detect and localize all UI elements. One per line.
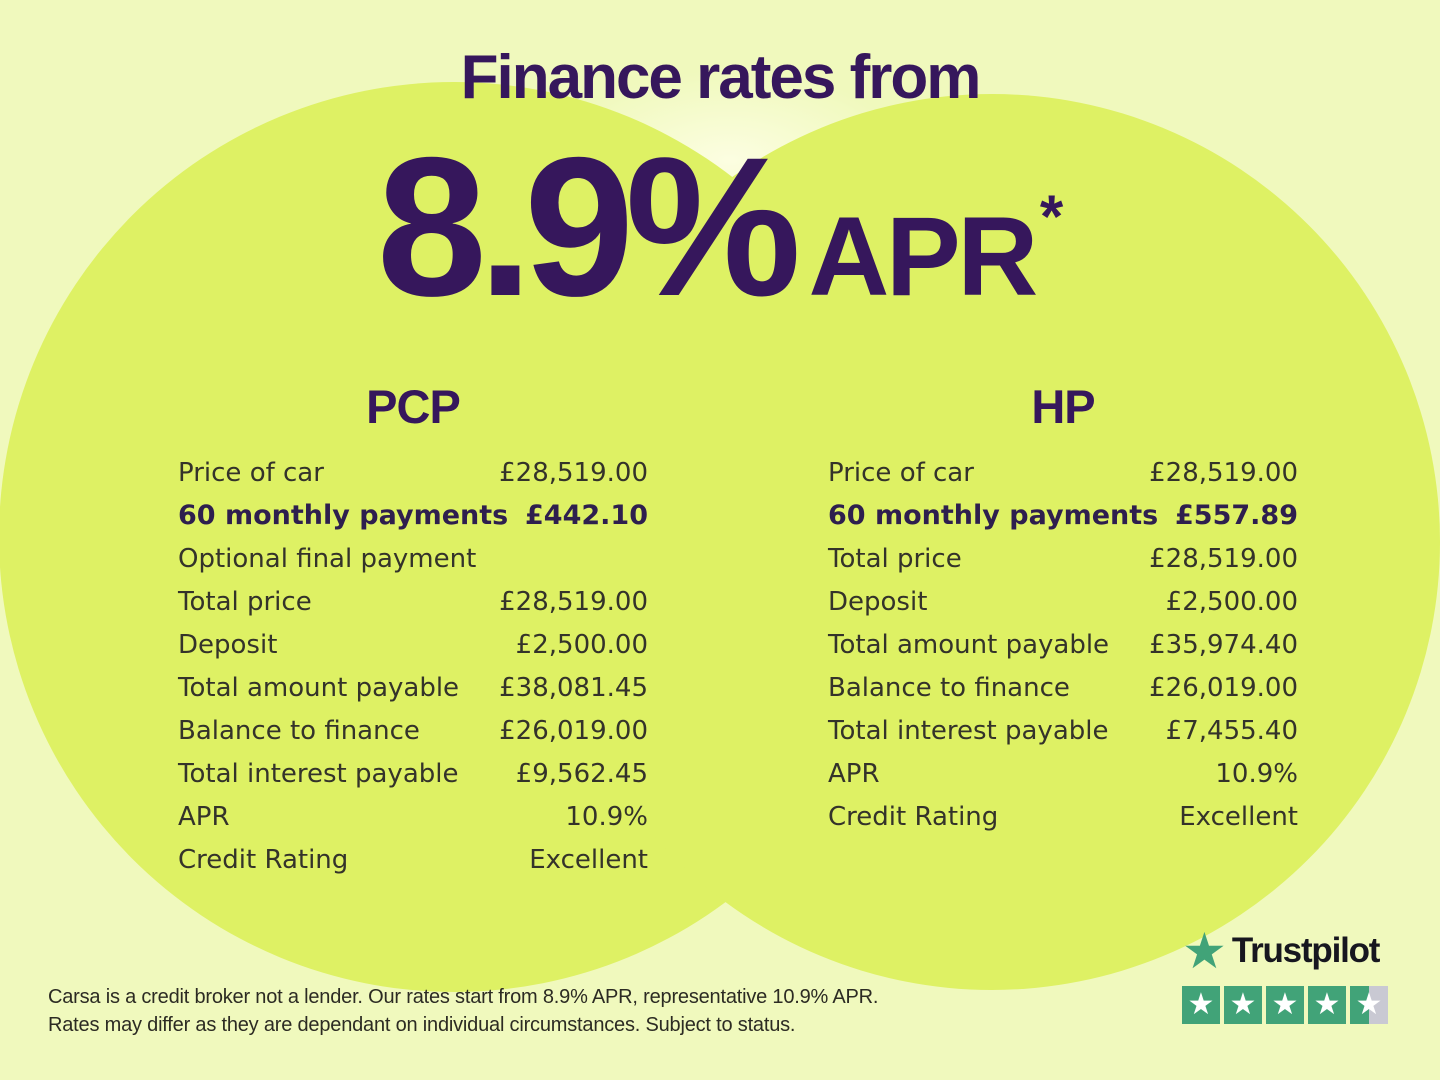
row-label: Credit Rating <box>178 844 349 875</box>
trustpilot-logo: ★ Trustpilot <box>1182 926 1422 976</box>
rate-value: 8.9% <box>376 116 802 337</box>
row-value: £442.10 <box>525 500 648 531</box>
table-row: Price of car £28,519.00 <box>828 451 1298 494</box>
row-label: Deposit <box>178 629 278 660</box>
legal-disclaimer: Carsa is a credit broker not a lender. O… <box>48 984 878 1039</box>
table-row: Credit Rating Excellent <box>178 838 648 881</box>
table-row: Deposit £2,500.00 <box>178 623 648 666</box>
trustpilot-star-icon: ★ <box>1182 922 1227 980</box>
trustpilot-star-box-4: ★ <box>1308 986 1346 1024</box>
rate-asterisk: * <box>1039 183 1064 250</box>
row-label: Optional final payment <box>178 543 477 574</box>
row-label: 60 monthly payments <box>828 500 1159 531</box>
row-label: Credit Rating <box>828 801 999 832</box>
row-value: 10.9% <box>1215 758 1298 789</box>
row-label: Balance to finance <box>178 715 420 746</box>
row-label: 60 monthly payments <box>178 500 509 531</box>
row-label: Price of car <box>828 457 974 488</box>
table-row: Credit Rating Excellent <box>828 795 1298 838</box>
table-row: Total price £28,519.00 <box>828 537 1298 580</box>
row-value: £28,519.00 <box>1149 543 1298 574</box>
row-value: £28,519.00 <box>499 457 648 488</box>
pcp-heading: PCP <box>366 380 461 433</box>
star-glyph: ★ <box>1313 987 1341 1022</box>
star-glyph: ★ <box>1187 987 1215 1022</box>
page-title: Finance rates from <box>460 43 982 112</box>
background-circle-right <box>544 94 1440 990</box>
trustpilot-star-box-2: ★ <box>1224 986 1262 1024</box>
row-value: Excellent <box>1179 801 1298 832</box>
row-label: Deposit <box>828 586 928 617</box>
table-row: Total amount payable £35,974.40 <box>828 623 1298 666</box>
table-row: Total interest payable £9,562.45 <box>178 752 648 795</box>
row-label: Balance to finance <box>828 672 1070 703</box>
table-row: Deposit £2,500.00 <box>828 580 1298 623</box>
disclaimer-line-1: Carsa is a credit broker not a lender. O… <box>48 986 879 1008</box>
trustpilot-wordmark: Trustpilot <box>1231 931 1381 970</box>
pcp-rows: Price of car £28,519.00 60 monthly payme… <box>178 451 648 881</box>
table-row: Total price £28,519.00 <box>178 580 648 623</box>
row-value: £9,562.45 <box>515 758 648 789</box>
disclaimer-line-2: Rates may differ as they are dependant o… <box>48 1013 796 1036</box>
hp-table: HP Price of car £28,519.00 60 monthly pa… <box>828 381 1298 838</box>
row-value: £35,974.40 <box>1149 629 1298 660</box>
row-value: £7,455.40 <box>1165 715 1298 746</box>
row-label: Price of car <box>178 457 324 488</box>
row-value: 10.9% <box>565 801 648 832</box>
row-value: £26,019.00 <box>1149 672 1298 703</box>
row-value: £28,519.00 <box>1149 457 1298 488</box>
row-value: £2,500.00 <box>1165 586 1298 617</box>
row-label: APR <box>178 801 230 832</box>
table-row: 60 monthly payments £442.10 <box>178 494 648 537</box>
table-row: 60 monthly payments £557.89 <box>828 494 1298 537</box>
table-row: Price of car £28,519.00 <box>178 451 648 494</box>
row-label: Total amount payable <box>828 629 1110 660</box>
headline-rate: 8.9% APR * <box>0 118 1440 336</box>
table-row: Total interest payable £7,455.40 <box>828 709 1298 752</box>
star-glyph: ★ <box>1355 987 1383 1022</box>
hp-heading: HP <box>1031 380 1095 433</box>
table-row: APR 10.9% <box>178 795 648 838</box>
row-value: Excellent <box>529 844 648 875</box>
row-label: Total amount payable <box>178 672 460 703</box>
table-row: Balance to finance £26,019.00 <box>178 709 648 752</box>
trustpilot-rating-stars: ★ ★ ★ ★ ★ <box>1182 986 1422 1024</box>
table-row: APR 10.9% <box>828 752 1298 795</box>
row-label: Total price <box>828 543 962 574</box>
row-value: £557.89 <box>1175 500 1298 531</box>
table-row: Optional final payment <box>178 537 648 580</box>
row-label: Total interest payable <box>178 758 459 789</box>
table-row: Total amount payable £38,081.45 <box>178 666 648 709</box>
row-value: £26,019.00 <box>499 715 648 746</box>
trustpilot-badge: ★ Trustpilot ★ ★ ★ ★ ★ <box>1182 926 1422 1024</box>
row-value: £2,500.00 <box>515 629 648 660</box>
rate-unit: APR <box>808 194 1038 319</box>
row-value: £28,519.00 <box>499 586 648 617</box>
table-row: Balance to finance £26,019.00 <box>828 666 1298 709</box>
row-label: Total interest payable <box>828 715 1109 746</box>
row-label: Total price <box>178 586 312 617</box>
hp-rows: Price of car £28,519.00 60 monthly payme… <box>828 451 1298 838</box>
pcp-table: PCP Price of car £28,519.00 60 monthly p… <box>178 381 648 881</box>
trustpilot-star-box-1: ★ <box>1182 986 1220 1024</box>
trustpilot-star-box-5: ★ <box>1350 986 1388 1024</box>
trustpilot-star-box-3: ★ <box>1266 986 1304 1024</box>
star-glyph: ★ <box>1229 987 1257 1022</box>
row-label: APR <box>828 758 880 789</box>
star-glyph: ★ <box>1271 987 1299 1022</box>
row-value: £38,081.45 <box>499 672 648 703</box>
